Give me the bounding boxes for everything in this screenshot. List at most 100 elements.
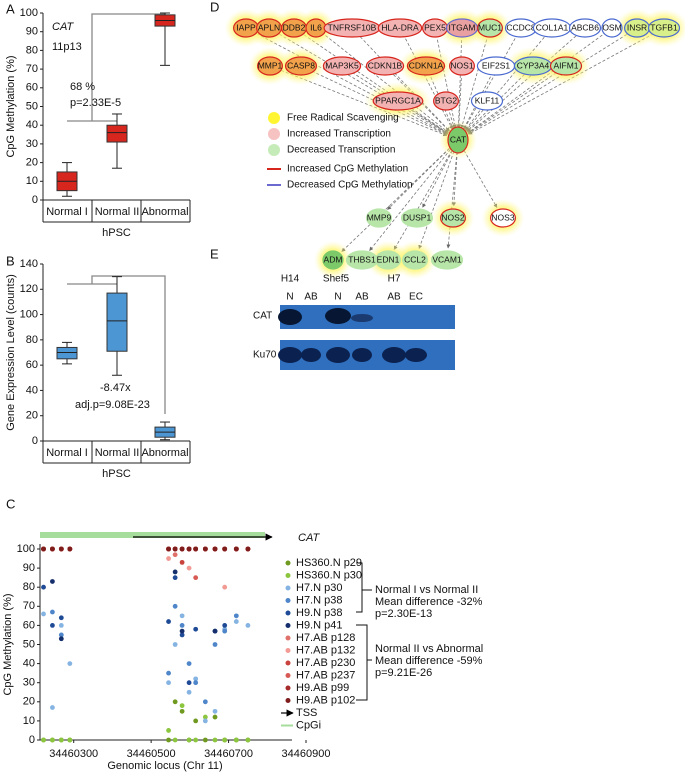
annotation: p=2.30E-13 (375, 608, 432, 620)
node (284, 56, 318, 76)
node-label: INSR (627, 22, 647, 32)
legend-label: H9.AB p102 (296, 694, 355, 706)
legend-label: Free Radical Scavenging (287, 113, 399, 124)
legend-marker (285, 698, 291, 703)
data-point (212, 642, 218, 647)
data-point (166, 728, 171, 733)
data-point (179, 623, 185, 628)
y-tick-label: 40 (26, 119, 38, 131)
group-label: hPSC (102, 227, 131, 239)
western-blot (278, 305, 455, 370)
node-label: CDKN1A (409, 60, 444, 70)
x-tick-label: Normal II (95, 447, 140, 459)
node (447, 126, 469, 154)
y-tick-label: 60 (23, 619, 35, 631)
data-point (193, 737, 199, 743)
data-point (233, 737, 239, 743)
node-label: HLA-DRA (381, 22, 419, 32)
node (372, 91, 424, 111)
legend-marker (268, 144, 280, 156)
data-point (172, 552, 178, 558)
data-point (166, 737, 171, 743)
legend-marker (285, 685, 291, 691)
legend-label: H7.AB p230 (296, 657, 355, 669)
y-tick-label: 20 (26, 410, 38, 422)
node (470, 91, 504, 111)
legend-marker (285, 648, 291, 653)
node-label: IAPP (236, 22, 256, 32)
data-point (41, 584, 46, 590)
legend-label: H7.N p38 (296, 594, 342, 606)
data-point (179, 628, 185, 634)
data-point (166, 556, 171, 561)
node (377, 18, 423, 38)
data-point (67, 546, 73, 552)
x-tick-label: Abnormal (141, 447, 188, 459)
node-label: MAP3K5 (325, 60, 359, 70)
y-tick-label: 90 (23, 562, 35, 574)
data-point (222, 546, 228, 552)
box (106, 292, 128, 352)
legend-label: H7.AB p132 (296, 644, 355, 656)
data-point (166, 670, 171, 676)
node (402, 250, 429, 270)
y-tick-label: 0 (29, 734, 35, 746)
data-point (179, 632, 185, 638)
data-point (186, 661, 192, 666)
node (375, 250, 402, 270)
y-tick-label: 0 (32, 435, 38, 447)
edge (466, 35, 577, 133)
y-tick-label: 90 (26, 26, 38, 38)
y-tick-label: 0 (32, 194, 38, 206)
node-label: DDB2 (283, 22, 306, 32)
data-point (50, 737, 55, 743)
edge (430, 76, 454, 130)
data-point (222, 623, 228, 628)
edge (393, 74, 450, 132)
blot-band (326, 347, 350, 363)
data-point (186, 546, 192, 552)
data-point (193, 626, 199, 632)
node-label: MMP9 (367, 212, 392, 222)
panel-label: C (6, 496, 15, 511)
y-tick-label: 20 (26, 157, 38, 169)
data-point (186, 680, 192, 686)
cell-line-label: H7 (388, 274, 401, 285)
data-point (193, 546, 199, 552)
node-label: CAT (450, 134, 466, 144)
gene-label: CAT (298, 532, 320, 544)
blot-band (278, 309, 302, 325)
edge (463, 38, 516, 130)
legend-label: H7.N p30 (296, 582, 342, 594)
y-tick-label: 70 (23, 600, 35, 612)
node-label: CCL2 (404, 254, 426, 264)
y-tick-label: 10 (23, 715, 35, 727)
legend-label: H9.AB p99 (296, 682, 349, 694)
node (400, 208, 434, 228)
data-point (41, 546, 46, 552)
bracket (91, 275, 166, 414)
legend-label: TSS (296, 707, 317, 719)
x-axis-label: Genomic locus (Chr 11) (107, 760, 222, 772)
annotation: Mean difference -32% (375, 596, 483, 608)
data-point (186, 737, 192, 743)
annotation: 68 % (70, 81, 95, 93)
node-label: COL1A1 (536, 22, 569, 32)
data-point (179, 703, 185, 709)
y-tick-label: 100 (20, 308, 38, 320)
data-point (212, 628, 218, 634)
legend-marker (285, 673, 291, 678)
data-point (172, 603, 178, 609)
panel-label: E (210, 246, 219, 261)
legend-label: HS360.N p30 (296, 569, 362, 581)
annotation: p=2.33E-5 (70, 97, 121, 109)
x-tick-label: Abnormal (141, 206, 188, 218)
legend-label: H9.N p38 (296, 607, 342, 619)
data-point (172, 575, 178, 581)
legend-label: Increased CpG Methylation (287, 164, 408, 175)
node-label: EIF2S1 (482, 60, 511, 70)
data-point (222, 628, 228, 634)
lane-label: AB (304, 292, 318, 303)
node-label: ITGAM (449, 22, 476, 32)
